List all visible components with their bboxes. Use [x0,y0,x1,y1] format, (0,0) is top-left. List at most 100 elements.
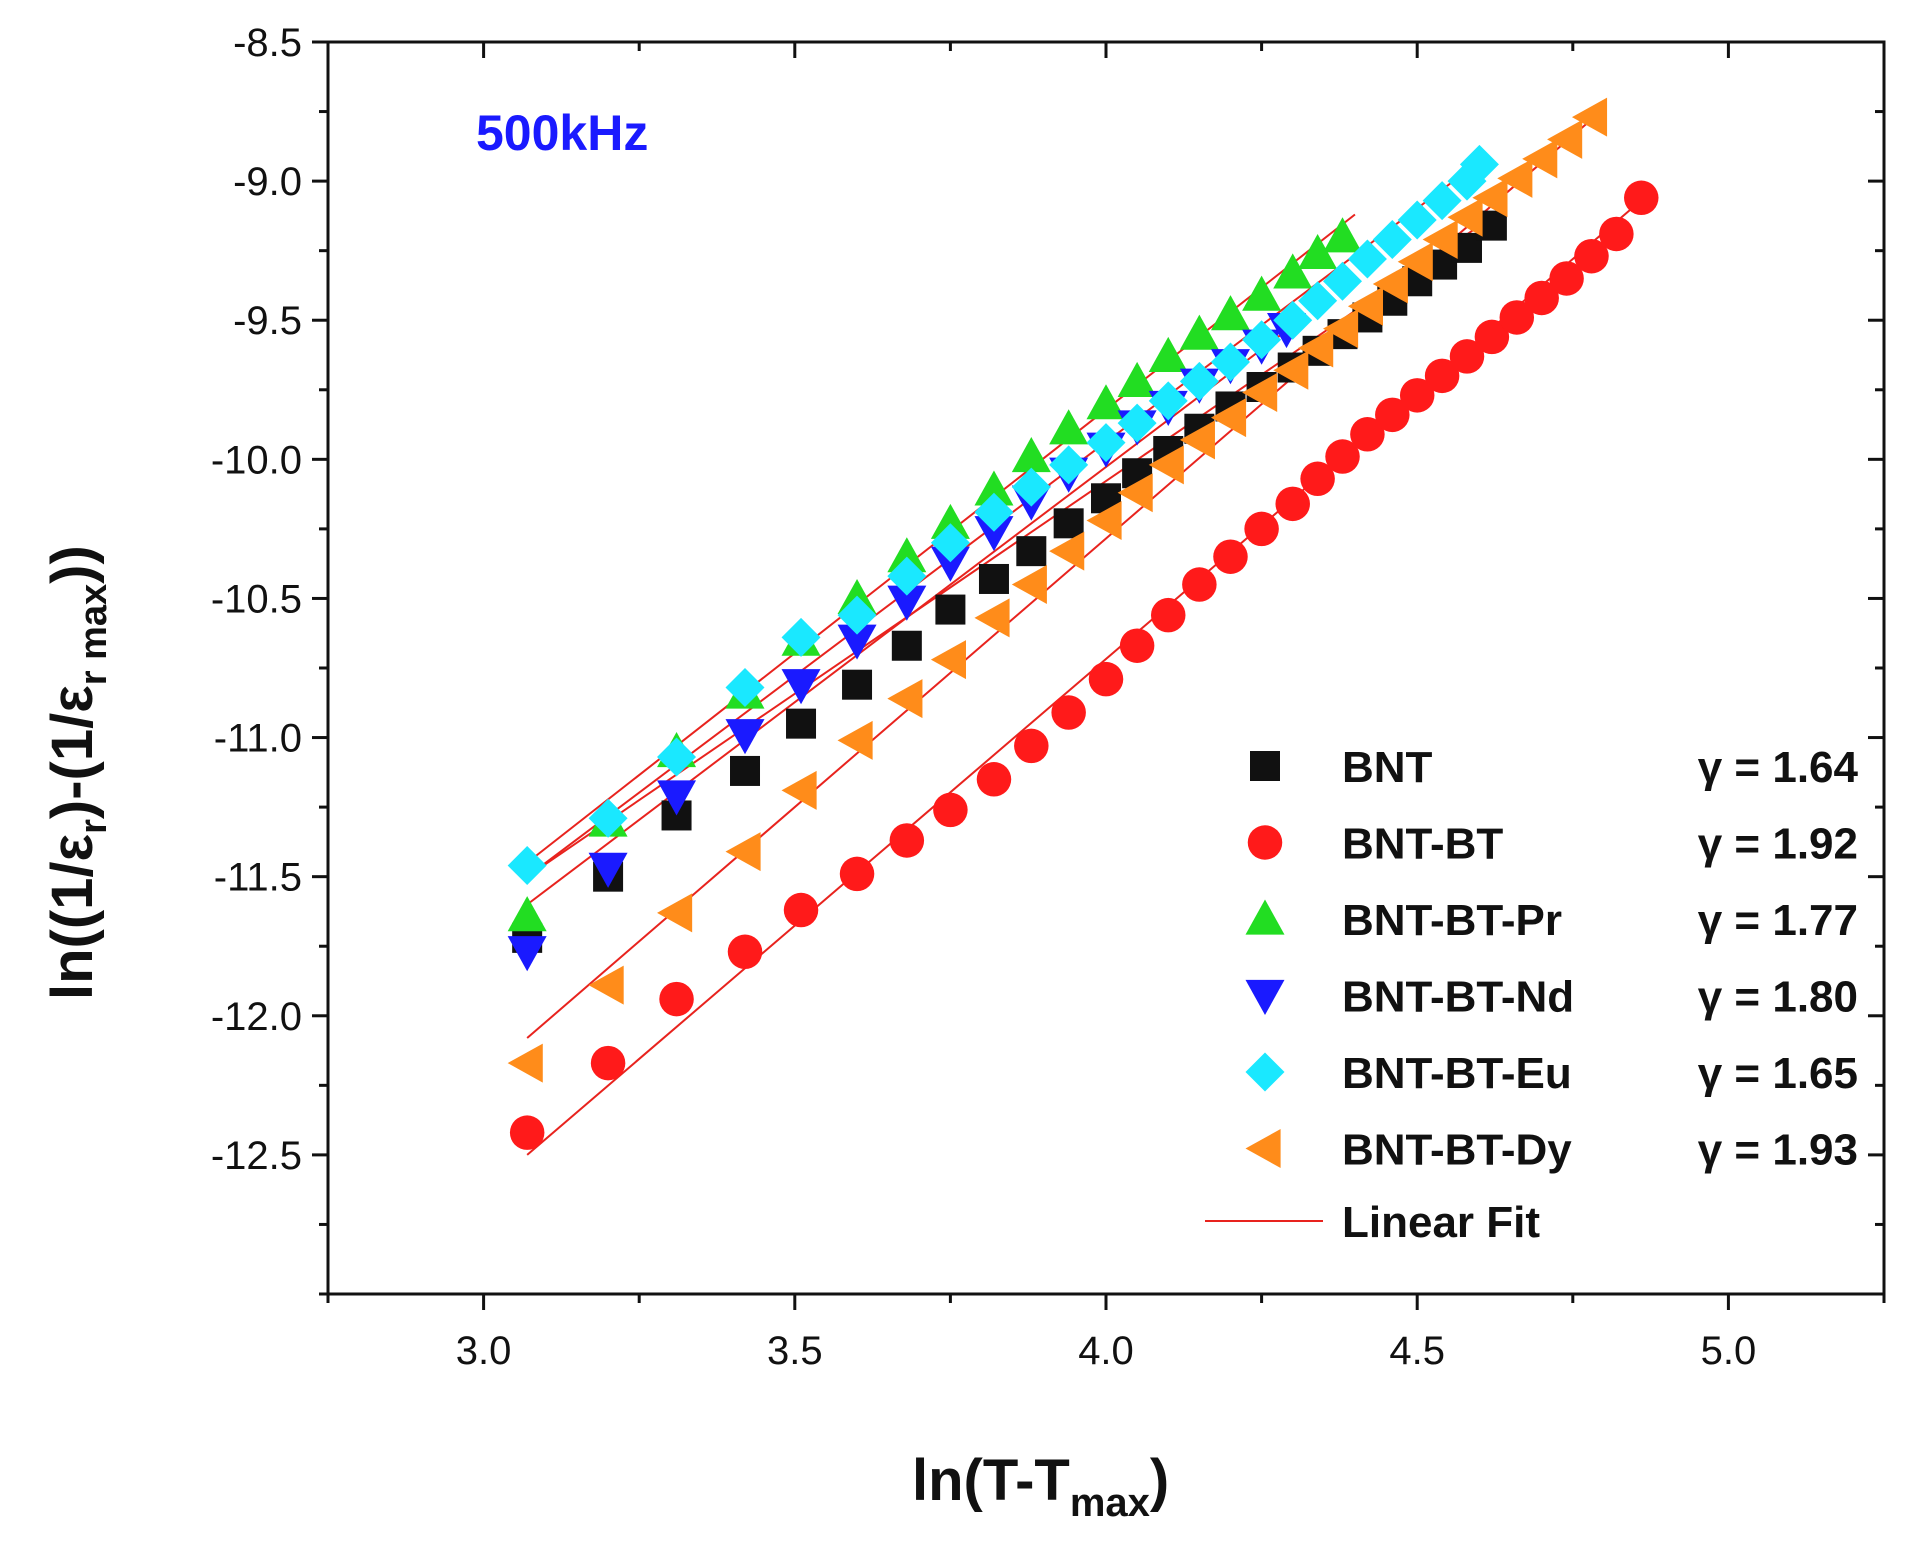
data-point-bnt-bt-eu [507,846,547,886]
data-point-bnt-bt-dy [1298,328,1334,368]
legend-item-bnt-bt: BNT-BT γ = 1.92 [1247,820,1858,869]
data-point-bnt-bt-dy [837,720,873,760]
legend-label-bnt-bt: BNT-BT [1342,820,1503,869]
legend-item-bnt-bt-pr: BNT-BT-Pr γ = 1.77 [1245,896,1858,945]
data-point-bnt-bt-dy [887,679,923,719]
data-point-bnt-bt [1624,180,1659,216]
y-tick-label: -12.0 [211,995,302,1039]
x-axis-label-main: ln(T-T [912,1448,1070,1513]
series-bnt-bt-dy [507,97,1608,1083]
legend-label-linear-fit: Linear Fit [1342,1198,1540,1247]
data-point-bnt-bt-eu [1086,423,1126,463]
data-point-bnt-bt-eu [1179,361,1219,401]
x-tick-label: 3.5 [767,1329,823,1373]
legend-marker-bnt-bt-pr [1245,899,1285,935]
data-point-bnt [891,630,922,661]
data-point-bnt-bt [1325,439,1360,474]
data-point-bnt-bt-dy [1148,445,1184,485]
data-point-bnt-bt-dy [930,640,966,680]
data-point-bnt-bt [1014,728,1049,764]
data-point-bnt-bt [727,934,763,970]
data-point-bnt-bt-pr [887,537,927,573]
axes: 3.0 3.5 4.0 4.5 5.0 -8.5 -9.0 -9.5 -10.0 -10.5 -11… [211,21,1886,1373]
data-point-bnt-bt-dy [588,965,624,1005]
data-point-bnt-bt [1375,397,1410,433]
legend-gamma-bnt-bt-nd: γ = 1.80 [1698,973,1858,1022]
y-tick-label: -10.5 [211,577,302,621]
data-point-bnt-bt-nd [588,852,628,888]
legend-item-bnt-bt-dy: BNT-BT-Dy γ = 1.93 [1245,1126,1858,1175]
y-tick-label: -9.5 [233,299,302,343]
data-point-bnt-bt-dy [1273,350,1309,390]
data-point-bnt-bt-pr [1179,314,1219,350]
data-point-bnt-bt-eu [1397,200,1437,240]
y-tick-label: -11.0 [214,717,302,761]
data-point-bnt-bt-dy [1011,565,1047,605]
data-point-bnt-bt-pr [1242,275,1282,311]
legend-label-bnt: BNT [1342,743,1433,792]
data-point-bnt-bt [1350,417,1385,452]
y-tick-label: -8.5 [233,21,302,65]
data-point-bnt-bt-pr [930,503,970,539]
fit-line-bnt-bt-nd [526,324,1294,906]
x-axis-label: ln(T-Tmax) [912,1448,1169,1525]
data-point-bnt-bt-eu [1011,467,1051,507]
data-point-bnt-bt [1449,339,1485,374]
y-axis-label: ln((1/εr)-(1/εr max)) [40,545,115,1000]
data-point-bnt-bt-pr [1298,233,1338,270]
y-tick-label: -12.5 [211,1134,302,1178]
x-tick-label: 4.5 [1389,1329,1445,1373]
data-point-bnt-bt-dy [1117,473,1153,513]
data-point-bnt-bt [1524,280,1559,316]
legend-gamma-bnt-bt-dy: γ = 1.93 [1698,1126,1858,1175]
data-point-bnt-bt-eu [930,523,970,563]
legend-gamma-bnt: γ = 1.64 [1698,743,1859,792]
y-axis-label-part2: )-(1/ε [40,685,105,819]
series-bnt-bt-eu [507,144,1499,886]
data-point-bnt-bt [1474,319,1510,355]
y-axis-label-sub2: r max [73,584,115,685]
data-point-bnt-bt-eu [1372,220,1412,260]
data-point-bnt-bt [1275,486,1310,522]
legend-gamma-bnt-bt-eu: γ = 1.65 [1698,1049,1858,1098]
data-point-bnt-bt-dy [1522,139,1558,179]
data-point-bnt-bt [889,823,925,858]
data-point-bnt-bt-pr [507,896,547,932]
data-point-bnt-bt-dy [974,598,1010,638]
data-point-bnt-bt [933,792,968,828]
data-point-bnt-bt-dy [1547,119,1583,159]
y-axis-label-sub1: r [73,819,115,834]
data-point-bnt-bt-pr [1049,409,1089,445]
data-point-bnt-bt-eu [1323,261,1363,301]
legend-item-linear-fit: Linear Fit [1205,1198,1540,1247]
data-point-bnt-bt-dy [1049,531,1085,571]
data-point-bnt-bt-dy [1397,242,1433,282]
data-point-bnt-bt-eu [1459,144,1499,184]
y-tick-label: -11.5 [214,856,302,900]
legend-marker-bnt [1250,751,1280,781]
legend-item-bnt: BNT γ = 1.64 [1250,743,1859,792]
data-point-bnt-bt-pr [1086,384,1126,420]
data-point-bnt-bt-nd [507,936,547,972]
legend-item-bnt-bt-nd: BNT-BT-Nd γ = 1.80 [1245,973,1858,1022]
data-point-bnt-bt [1088,661,1124,697]
data-point-bnt-bt-dy [507,1043,543,1083]
data-point-bnt-bt [976,762,1012,797]
data-point-bnt-bt [659,981,694,1017]
x-axis-label-sub: max [1070,1481,1150,1525]
data-point-bnt [1016,536,1047,567]
data-point-bnt [842,669,873,700]
data-point-bnt [786,708,817,739]
y-tick-label: -9.0 [233,160,302,204]
data-point-bnt-bt-nd [974,516,1014,552]
data-point-bnt-bt [509,1115,545,1150]
data-point-bnt-bt-eu [1049,445,1089,485]
data-point-bnt-bt-dy [781,770,817,810]
data-point-bnt-bt-nd [887,585,927,621]
x-tick-label: 3.0 [456,1329,512,1373]
data-point-bnt-bt-pr [1273,253,1313,289]
data-point-bnt-bt-nd [837,624,877,660]
data-point-bnt-bt [1300,461,1335,497]
data-point-bnt [935,594,966,625]
data-point-bnt [978,563,1009,594]
